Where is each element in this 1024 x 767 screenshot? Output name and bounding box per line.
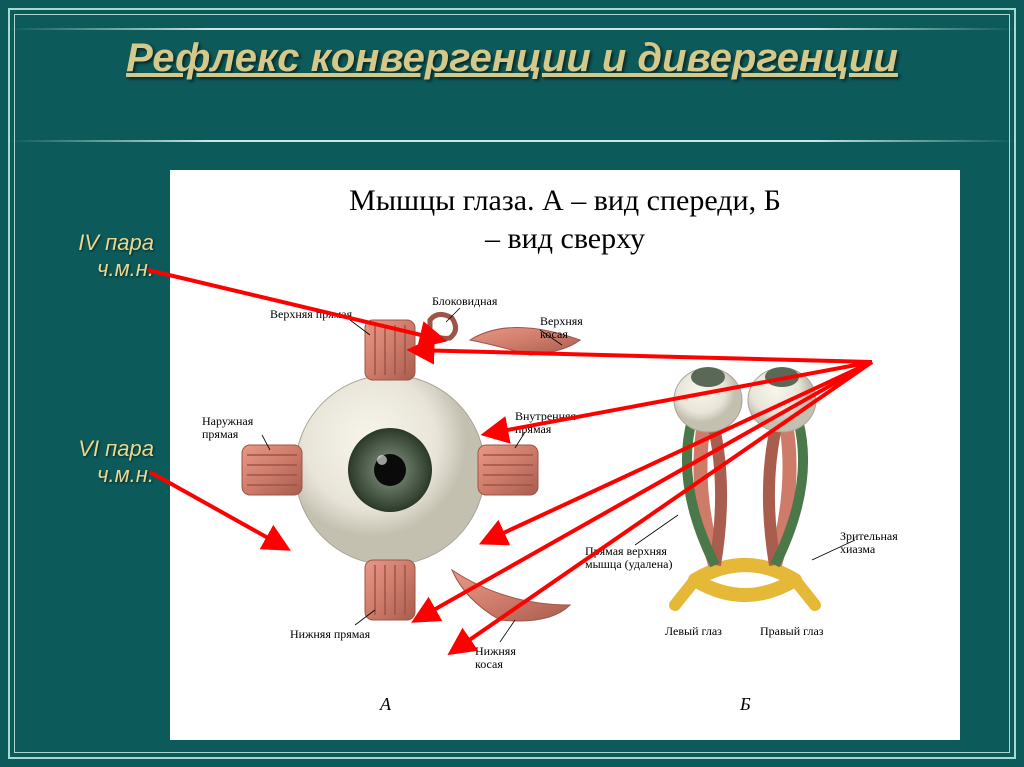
diagram-panel: Мышцы глаза. А – вид спереди, Б – вид св…: [170, 170, 960, 740]
lbl-lower-rectus: Нижняя прямая: [290, 627, 371, 641]
sub-a: А: [379, 694, 392, 714]
lbl-right-eye: Правый глаз: [760, 624, 824, 638]
label-iv-line2: ч.м.н.: [97, 256, 154, 281]
lbl-lower-oblique-l2: косая: [475, 657, 503, 671]
lbl-lateral-l1: Наружная: [202, 414, 254, 428]
eye-diagram-svg: Верхняя прямая Блоковидная Верхняя косая…: [170, 170, 960, 740]
label-iv-pair: IV пара ч.м.н.: [14, 230, 154, 283]
label-vi-line2: ч.м.н.: [97, 462, 154, 487]
title-rule-bottom: [8, 140, 1016, 142]
title-rule-top: [8, 28, 1016, 30]
lbl-lower-oblique-l1: Нижняя: [475, 644, 516, 658]
top-view-eyes: Прямая верхняя мышца (удалена) Зрительна…: [585, 367, 898, 638]
lbl-left-eye: Левый глаз: [665, 624, 722, 638]
lbl-medial-l2: прямая: [515, 422, 552, 436]
lbl-upper-rectus: Верхняя прямая: [270, 307, 353, 321]
lbl-medial-l1: Внутренняя: [515, 409, 577, 423]
lbl-trochlear: Блоковидная: [432, 294, 498, 308]
front-view-eye: [242, 314, 580, 621]
label-vi-line1: VI пара: [78, 436, 154, 461]
label-iv-line1: IV пара: [78, 230, 154, 255]
sub-b: Б: [739, 694, 751, 714]
lbl-lateral-l2: прямая: [202, 427, 239, 441]
slide-title: Рефлекс конвергенции и дивергенции: [0, 36, 1024, 81]
label-vi-pair: VI пара ч.м.н.: [14, 436, 154, 489]
lbl-rectus-removed-l2: мышца (удалена): [585, 557, 672, 571]
lbl-chiasm-l1: Зрительная: [840, 529, 898, 543]
lbl-upper-oblique-l1: Верхняя: [540, 314, 583, 328]
lbl-rectus-removed-l1: Прямая верхняя: [585, 544, 667, 558]
lbl-upper-oblique-l2: косая: [540, 327, 568, 341]
lbl-chiasm-l2: хиазма: [840, 542, 876, 556]
